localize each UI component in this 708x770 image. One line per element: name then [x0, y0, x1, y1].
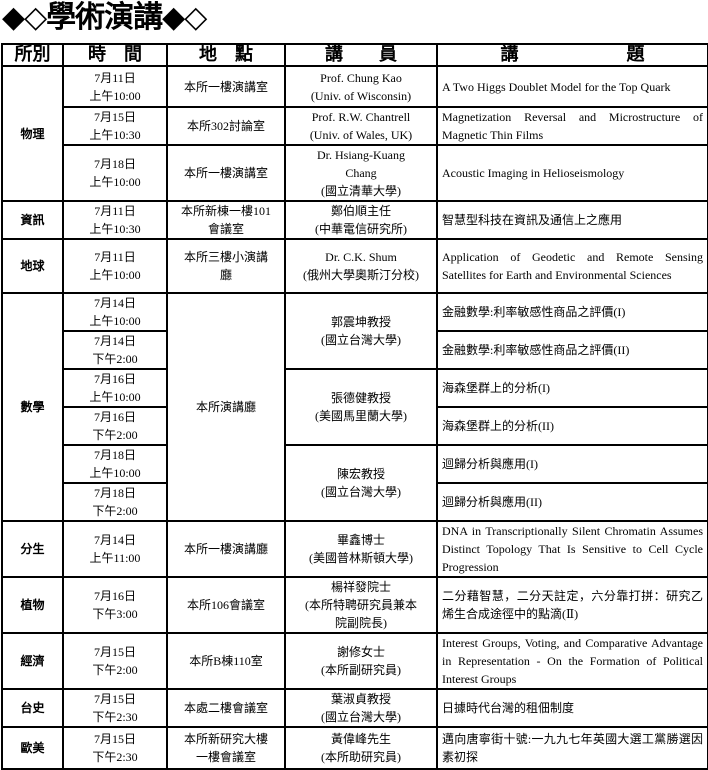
table-row: 台史 7月15日 下午2:30 本處二樓會議室 葉淑貞教授 (國立台灣大學) 日…: [1, 688, 708, 728]
time-cell: 7月16日 下午3:00: [62, 576, 168, 634]
time-cell: 7月18日 上午10:00: [62, 444, 168, 484]
header-location: 地 點: [166, 43, 286, 67]
time-cell: 7月18日 下午2:00: [62, 482, 168, 522]
dept-cell: 資訊: [1, 200, 64, 240]
time-cell: 7月14日 下午2:00: [62, 330, 168, 370]
time-cell: 7月15日 上午10:30: [62, 106, 168, 146]
speaker-cell: 黃偉峰先生 (本所助研究員): [284, 726, 438, 770]
time-cell: 7月11日 上午10:00: [62, 65, 168, 108]
speaker-cell: Prof. R.W. Chantrell (Univ. of Wales, UK…: [284, 106, 438, 146]
header-row: 所別 時 間 地 點 講 員 講 題: [1, 43, 708, 67]
location-cell: 本所新研究大樓 一樓會議室: [166, 726, 286, 770]
location-cell: 本所一樓演講室: [166, 144, 286, 202]
time-cell: 7月14日 上午11:00: [62, 520, 168, 578]
location-cell: 本所106會議室: [166, 576, 286, 634]
location-cell: 本所302討論室: [166, 106, 286, 146]
topic-cell: 日據時代台灣的租佃制度: [436, 688, 708, 728]
header-speaker: 講 員: [284, 43, 438, 67]
page-title: ◆◇學術演講◆◇: [2, 0, 207, 35]
topic-cell: 邁向唐寧街十號:一九九七年英國大選工黨勝選因素初探: [436, 726, 708, 770]
speaker-cell: 陳宏教授 (國立台灣大學): [284, 444, 438, 522]
time-cell: 7月16日 上午10:00: [62, 368, 168, 408]
topic-cell: 迴歸分析與應用(I): [436, 444, 708, 484]
location-cell: 本處二樓會議室: [166, 688, 286, 728]
table-row: 7月14日 下午2:00 金融數學:利率敏感性商品之評價(II): [2, 330, 708, 370]
location-cell: 本所B棟110室: [166, 632, 286, 690]
table-row: 7月18日 下午2:00 迴歸分析與應用(II): [2, 482, 708, 522]
location-cell: 本所演講廳: [166, 292, 286, 522]
speaker-cell: 鄭伯順主任 (中華電信研究所): [284, 200, 438, 240]
topic-cell: 智慧型科技在資訊及通信上之應用: [436, 200, 708, 240]
topic-cell: 二分藉智慧，二分天註定，六分靠打拼：研究乙烯生合成途徑中的點滴(Ⅱ): [436, 576, 708, 634]
dept-cell: 植物: [1, 576, 64, 634]
time-cell: 7月15日 下午2:00: [62, 632, 168, 690]
location-cell: 本所三樓小演講 廳: [166, 238, 286, 294]
dept-cell: 經濟: [1, 632, 64, 690]
speaker-cell: Dr. Hsiang-Kuang Chang (國立清華大學): [284, 144, 438, 202]
topic-cell: Acoustic Imaging in Helioseismology: [436, 144, 708, 202]
dept-cell: 歐美: [1, 726, 64, 770]
topic-cell: 海森堡群上的分析(I): [436, 368, 708, 408]
speaker-cell: 楊祥發院士 (本所特聘研究員兼本 院副院長): [284, 576, 438, 634]
speaker-cell: 郭震坤教授 (國立台灣大學): [284, 292, 438, 370]
table-row: 7月16日 下午2:00 海森堡群上的分析(II): [2, 406, 708, 446]
speaker-cell: 張德健教授 (美國馬里蘭大學): [284, 368, 438, 446]
location-cell: 本所一樓演講廳: [166, 520, 286, 578]
topic-cell: Magnetization Reversal and Microstructur…: [436, 106, 708, 146]
dept-cell: 地球: [1, 238, 64, 294]
time-cell: 7月18日 上午10:00: [62, 144, 168, 202]
table-row: 資訊 7月11日 上午10:30 本所新棟一樓101 會議室 鄭伯順主任 (中華…: [1, 200, 708, 240]
topic-cell: 金融數學:利率敏感性商品之評價(I): [436, 292, 708, 332]
location-cell: 本所一樓演講室: [166, 65, 286, 108]
topic-cell: 迴歸分析與應用(II): [436, 482, 708, 522]
time-cell: 7月11日 上午10:00: [62, 238, 168, 294]
topic-cell: Application of Geodetic and Remote Sensi…: [436, 238, 708, 294]
header-topic: 講 題: [436, 43, 708, 67]
time-cell: 7月14日 上午10:00: [62, 292, 168, 332]
topic-cell: A Two Higgs Doublet Model for the Top Qu…: [436, 65, 708, 108]
table-row: 經濟 7月15日 下午2:00 本所B棟110室 謝修女士 (本所副研究員) I…: [1, 632, 708, 690]
table-row: 歐美 7月15日 下午2:30 本所新研究大樓 一樓會議室 黃偉峰先生 (本所助…: [1, 726, 708, 770]
time-cell: 7月15日 下午2:30: [62, 726, 168, 770]
dept-cell: 台史: [1, 688, 64, 728]
table-row: 7月16日 上午10:00 張德健教授 (美國馬里蘭大學) 海森堡群上的分析(I…: [2, 368, 708, 446]
time-cell: 7月16日 下午2:00: [62, 406, 168, 446]
table-row: 地球 7月11日 上午10:00 本所三樓小演講 廳 Dr. C.K. Shum…: [1, 238, 708, 294]
table-row: 物理 7月11日 上午10:00 本所一樓演講室 Prof. Chung Kao…: [1, 65, 708, 202]
topic-cell: Interest Groups, Voting, and Comparative…: [436, 632, 708, 690]
table-row: 7月18日 上午10:00 陳宏教授 (國立台灣大學) 迴歸分析與應用(I): [2, 444, 708, 522]
speaker-cell: 謝修女士 (本所副研究員): [284, 632, 438, 690]
time-cell: 7月15日 下午2:30: [62, 688, 168, 728]
topic-cell: 海森堡群上的分析(II): [436, 406, 708, 446]
table-row: 數學 7月14日 上午10:00 本所演講廳 郭震坤教授 (國立台灣大學) 金融…: [1, 292, 708, 522]
dept-cell: 物理: [1, 65, 64, 202]
speaker-cell: 畢鑫博士 (美國普林斯頓大學): [284, 520, 438, 578]
topic-cell: 金融數學:利率敏感性商品之評價(II): [436, 330, 708, 370]
speaker-cell: 葉淑貞教授 (國立台灣大學): [284, 688, 438, 728]
header-time: 時 間: [62, 43, 168, 67]
speaker-cell: Dr. C.K. Shum (俄州大學奧斯汀分校): [284, 238, 438, 294]
lecture-schedule-table: 所別 時 間 地 點 講 員 講 題 物理 7月11日 上午10:00 本所一樓…: [1, 43, 708, 770]
table-row: 植物 7月16日 下午3:00 本所106會議室 楊祥發院士 (本所特聘研究員兼…: [1, 576, 708, 634]
time-cell: 7月11日 上午10:30: [62, 200, 168, 240]
location-cell: 本所新棟一樓101 會議室: [166, 200, 286, 240]
speaker-cell: Prof. Chung Kao (Univ. of Wisconsin): [284, 65, 438, 108]
dept-cell: 分生: [1, 520, 64, 578]
dept-cell: 數學: [1, 292, 64, 522]
header-dept: 所別: [1, 43, 64, 67]
table-row: 7月15日 上午10:30 本所302討論室 Prof. R.W. Chantr…: [2, 106, 708, 146]
topic-cell: DNA in Transcriptionally Silent Chromati…: [436, 520, 708, 578]
table-row: 7月18日 上午10:00 本所一樓演講室 Dr. Hsiang-Kuang C…: [2, 144, 708, 202]
table-row: 分生 7月14日 上午11:00 本所一樓演講廳 畢鑫博士 (美國普林斯頓大學)…: [1, 520, 708, 578]
